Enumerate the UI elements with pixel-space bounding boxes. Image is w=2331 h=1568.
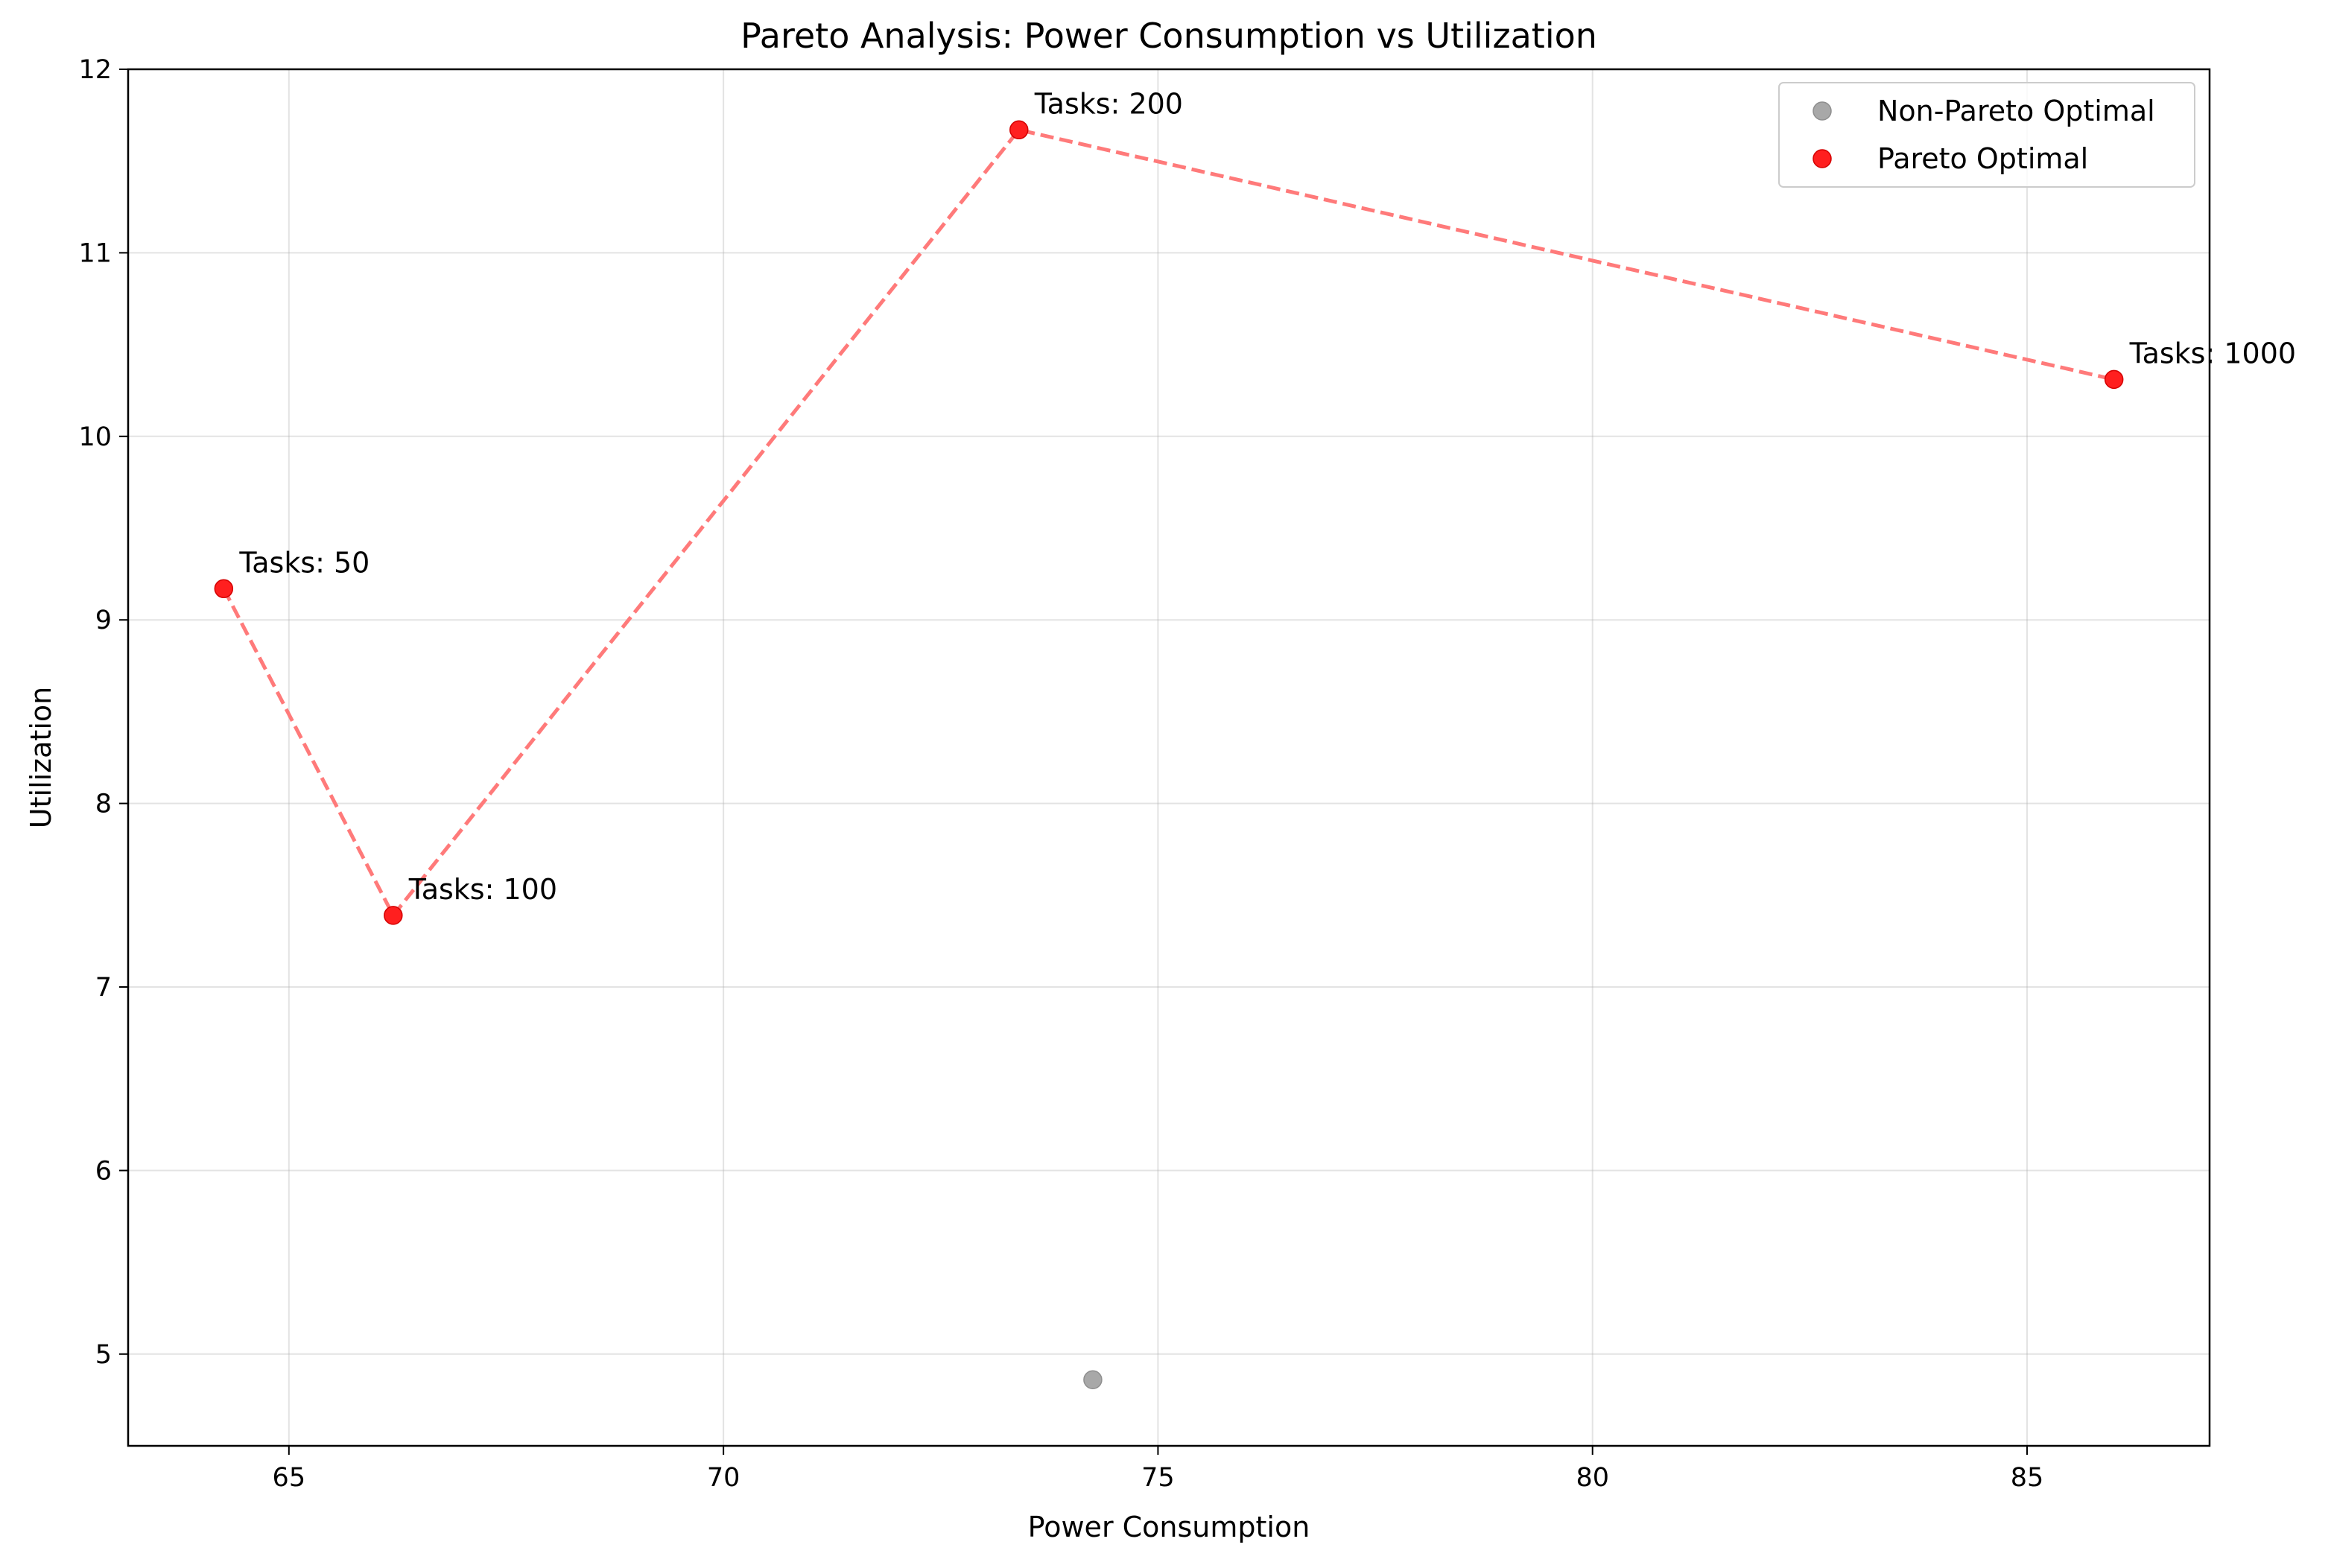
y-tick-label: 10: [78, 422, 112, 452]
point-annotation: Tasks: 50: [238, 546, 370, 579]
legend-label: Pareto Optimal: [1877, 142, 2088, 175]
y-tick-label: 7: [95, 973, 112, 1003]
pareto-point: [214, 579, 234, 599]
annotation-layer: Tasks: 50 Tasks: 100 Tasks: 200 Tasks: 1000: [238, 87, 2296, 906]
y-tick-label: 12: [78, 55, 112, 85]
y-tick-label: 11: [78, 238, 112, 268]
point-annotation: Tasks: 1000: [2129, 337, 2296, 369]
legend-label: Non-Pareto Optimal: [1877, 95, 2155, 127]
ticks-layer: 65 70 75 80 85 5 6 7 8 9 10 11 12: [78, 55, 2043, 1493]
x-axis-label: Power Consumption: [1028, 1511, 1310, 1543]
points-layer: [214, 120, 2124, 1390]
legend-items: Non-Pareto Optimal Pareto Optimal: [1813, 95, 2155, 175]
pareto-frontier-layer: [222, 127, 2115, 919]
x-tick-label: 70: [707, 1463, 740, 1493]
pareto-frontier-line: [222, 127, 2115, 919]
y-tick-label: 9: [95, 606, 112, 635]
legend-box: [1778, 82, 2195, 188]
x-tick-label: 65: [273, 1463, 306, 1493]
pareto-point: [1009, 120, 1029, 140]
y-axis-label: Utilization: [25, 687, 57, 828]
x-tick-label: 85: [2011, 1463, 2044, 1493]
grid-layer: [128, 69, 2210, 1446]
y-tick-label: 8: [95, 790, 112, 819]
point-annotation: Tasks: 200: [1034, 87, 1183, 120]
legend-marker: [1813, 101, 1832, 121]
chart-title: Pareto Analysis: Power Consumption vs Ut…: [740, 16, 1597, 56]
pareto-point: [2104, 369, 2124, 390]
legend-marker: [1813, 149, 1832, 168]
y-tick-label: 6: [95, 1156, 112, 1186]
y-tick-label: 5: [95, 1340, 112, 1370]
legend: Non-Pareto Optimal Pareto Optimal: [1778, 82, 2195, 188]
plot-frame: [127, 68, 2211, 1447]
pareto-point: [384, 906, 403, 925]
non-pareto-point: [1083, 1370, 1103, 1390]
x-tick-label: 75: [1141, 1463, 1175, 1493]
point-annotation: Tasks: 100: [408, 873, 557, 906]
x-tick-label: 80: [1576, 1463, 1609, 1493]
